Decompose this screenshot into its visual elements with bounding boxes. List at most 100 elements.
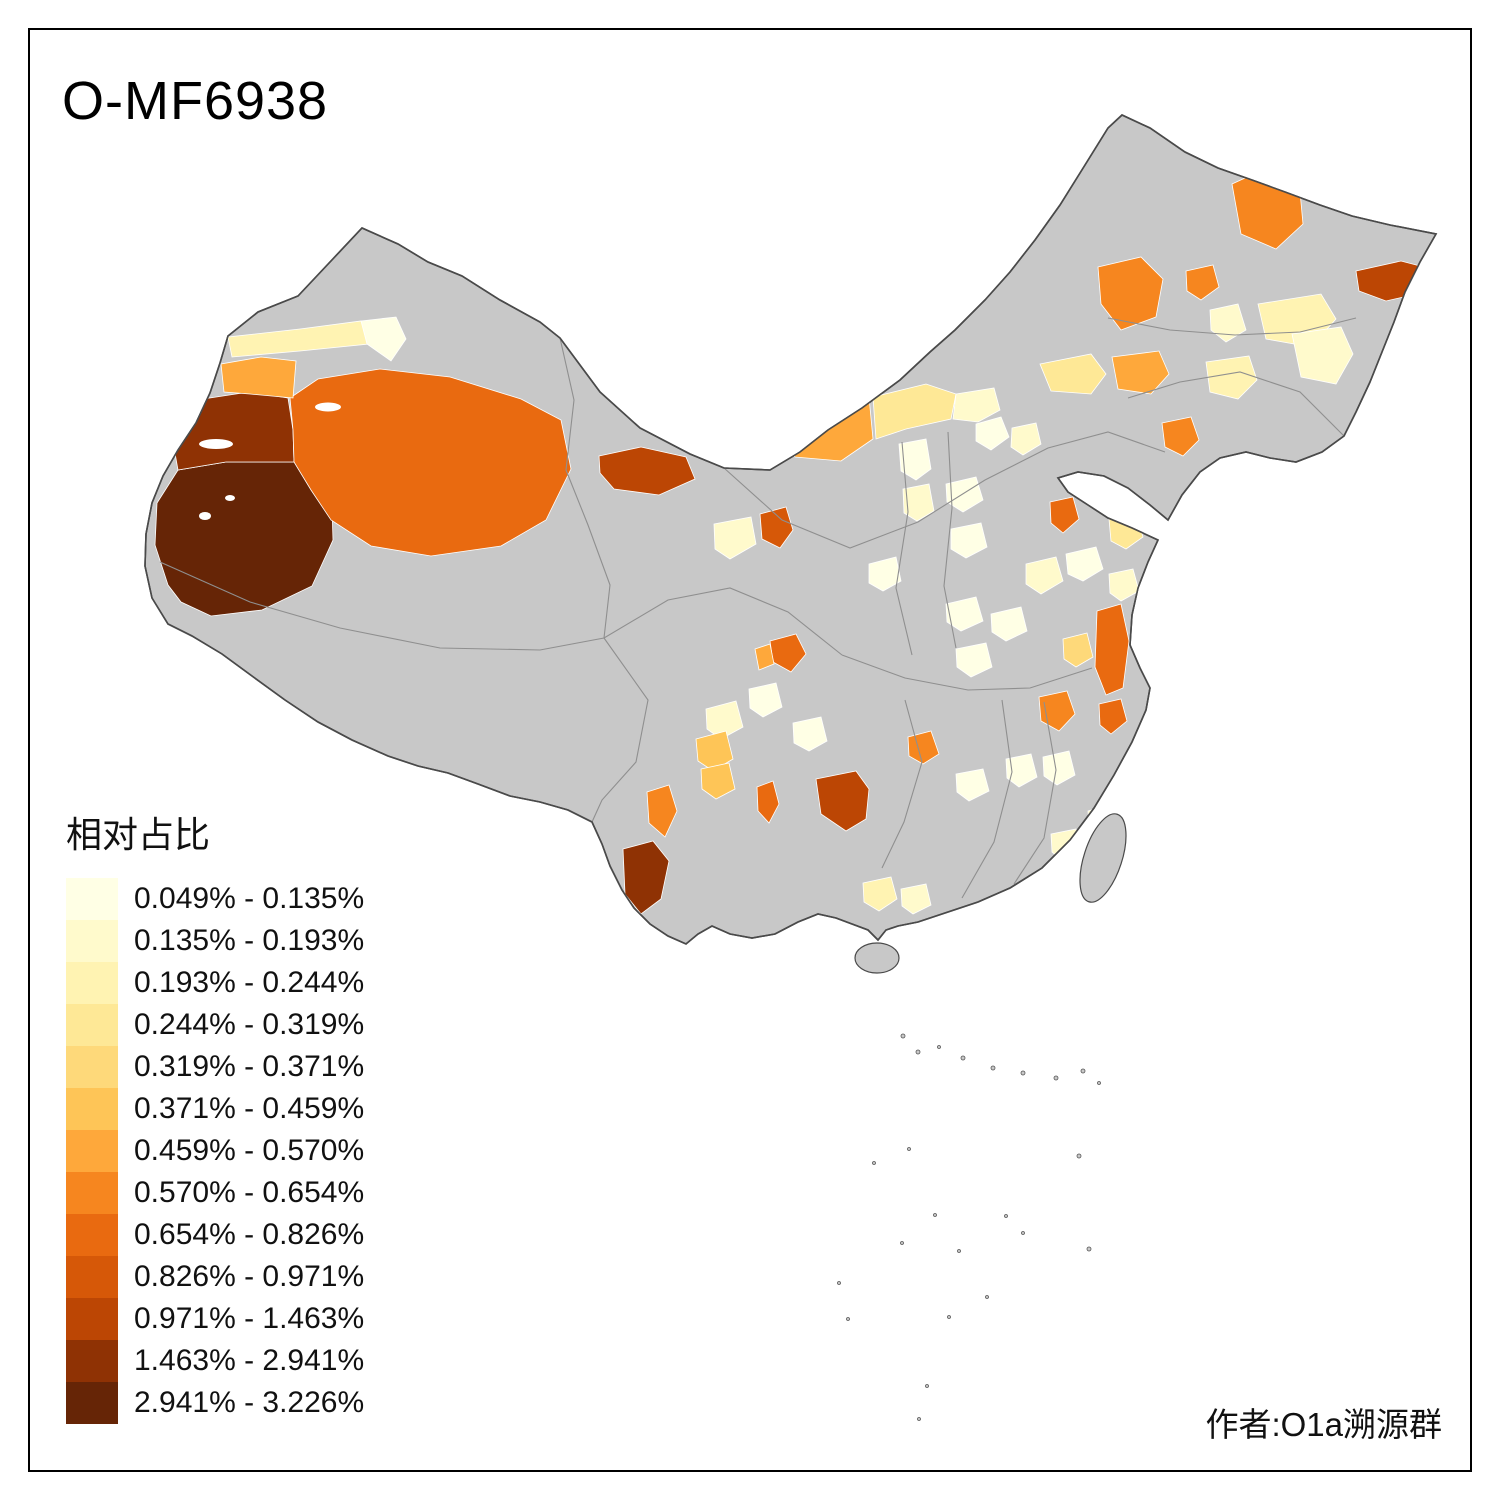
legend-swatch	[66, 1004, 118, 1046]
map-region-altay-pale	[360, 316, 407, 362]
legend-row: 0.135% - 0.193%	[66, 920, 364, 962]
legend-row: 0.971% - 1.463%	[66, 1298, 364, 1340]
legend-label: 0.049% - 0.135%	[134, 882, 365, 915]
map-region-henan-cream-1	[945, 596, 984, 632]
map-region-bayingol	[289, 368, 572, 557]
legend-row: 0.049% - 0.135%	[66, 878, 364, 920]
legend-label: 0.826% - 0.971%	[134, 1260, 365, 1293]
lake-1	[199, 439, 233, 449]
page-title: O-MF6938	[62, 71, 329, 131]
legend-label: 2.941% - 3.226%	[134, 1386, 365, 1419]
map-region-baotou-pale	[872, 383, 957, 440]
map-region-chifeng-cream	[1010, 422, 1042, 456]
legend-label: 0.319% - 0.371%	[134, 1050, 365, 1083]
map-region-shandong-pale-2	[1065, 546, 1104, 582]
legend-row: 0.193% - 0.244%	[66, 962, 364, 1004]
legend-swatch	[66, 1340, 118, 1382]
legend-swatch	[66, 878, 118, 920]
map-region-hunan-cream-1	[955, 768, 990, 802]
map-region-sichuan-pale-1	[705, 700, 744, 740]
legend-swatch	[66, 1298, 118, 1340]
map-region-hebei-cream-1	[945, 476, 984, 513]
legend-row: 1.463% - 2.941%	[66, 1340, 364, 1382]
map-region-linyi-orange	[1094, 603, 1130, 696]
map-region-liaoyuan-pale	[1205, 355, 1258, 400]
map-region-chengdu-slim	[756, 780, 780, 824]
map-region-shanxi-pale-2	[902, 483, 935, 522]
legend-row: 0.244% - 0.319%	[66, 1004, 364, 1046]
legend-label: 1.463% - 2.941%	[134, 1344, 365, 1377]
legend-row: 0.570% - 0.654%	[66, 1172, 364, 1214]
legend-label: 0.459% - 0.570%	[134, 1134, 365, 1167]
map-region-shanxi-pale-1	[898, 438, 932, 481]
south-china-sea-islets	[837, 1033, 1101, 1421]
map-region-yaan-lightorange	[700, 762, 736, 800]
legend-swatch	[66, 1046, 118, 1088]
map-region-sichuan-pale-2	[748, 682, 783, 718]
legend-row: 0.826% - 0.971%	[66, 1256, 364, 1298]
legend-row: 0.459% - 0.570%	[66, 1130, 364, 1172]
map-region-hunan-cream-2	[1005, 753, 1038, 788]
legend-label: 0.570% - 0.654%	[134, 1176, 365, 1209]
legend-row: 0.319% - 0.371%	[66, 1046, 364, 1088]
legend-swatch	[66, 920, 118, 962]
legend-row: 0.654% - 0.826%	[66, 1214, 364, 1256]
map-region-jiangxi-cream	[1042, 750, 1076, 786]
hainan-island	[854, 942, 900, 974]
lake-2	[315, 402, 341, 412]
legend-label: 0.971% - 1.463%	[134, 1302, 365, 1335]
legend-rows: 0.049% - 0.135% 0.135% - 0.193% 0.193% - 0…	[66, 878, 364, 1424]
legend-label: 0.135% - 0.193%	[134, 924, 365, 957]
map-region-hohhot-cream	[952, 387, 1001, 423]
legend-label: 0.371% - 0.459%	[134, 1092, 365, 1125]
map-region-nanning-pale	[862, 876, 898, 912]
map-region-guiyang-dark	[815, 770, 870, 832]
province-borders	[159, 317, 1357, 899]
map-region-wuhan-orange	[1038, 690, 1076, 732]
plot-border	[28, 28, 1472, 1472]
map-region-shaanxi-cream	[868, 556, 902, 592]
legend-swatch	[66, 1256, 118, 1298]
legend: 相对占比 0.049% - 0.135% 0.135% - 0.193% 0.193…	[66, 806, 364, 1424]
legend-title: 相对占比	[66, 814, 211, 855]
map-region-puer-orange	[646, 784, 678, 838]
map-region-xilingol-pale	[1039, 353, 1107, 395]
map-region-suihua-orange	[1185, 264, 1220, 301]
map-region-hulunbuir-orange	[1097, 256, 1164, 331]
legend-label: 0.654% - 0.826%	[134, 1218, 365, 1251]
map-region-chengde-cream	[975, 416, 1010, 451]
map-region-henan-cream-3	[955, 642, 993, 678]
legend-swatch	[66, 1214, 118, 1256]
map-region-tongliao-orange	[1111, 350, 1170, 395]
map-region-wuzhou-pale	[900, 883, 932, 915]
legend-swatch	[66, 1382, 118, 1424]
prefecture-patches	[154, 166, 1436, 915]
map-region-hebei-cream-2	[950, 522, 988, 559]
taiwan-island	[1079, 813, 1127, 903]
lake-4	[225, 495, 235, 501]
map-region-xuzhou-pale	[1062, 632, 1094, 668]
legend-row: 2.941% - 3.226%	[66, 1382, 364, 1424]
legend-row: 0.371% - 0.459%	[66, 1088, 364, 1130]
lake-3	[199, 512, 211, 520]
map-region-wuwei	[759, 506, 794, 549]
map-region-qiqihar-pale	[1209, 303, 1247, 343]
map-region-yanzhou-cream	[1108, 568, 1140, 602]
legend-swatch	[66, 1130, 118, 1172]
legend-swatch	[66, 1172, 118, 1214]
map-region-gannan-orange-2	[754, 643, 775, 671]
map-region-chongqing-cream	[792, 716, 828, 752]
attribution-text: 作者:O1a溯源群	[1205, 1406, 1442, 1443]
map-region-shandong-pale-1	[1025, 556, 1064, 595]
lakes	[199, 402, 341, 520]
legend-label: 0.193% - 0.244%	[134, 966, 365, 999]
map-region-zhangye-pale	[713, 516, 757, 560]
map-region-anqing-orange	[1098, 698, 1128, 735]
map-region-ili	[220, 356, 297, 399]
legend-swatch	[66, 962, 118, 1004]
legend-label: 0.244% - 0.319%	[134, 1008, 365, 1041]
map-region-beijing-orange	[1049, 496, 1080, 534]
legend-swatch	[66, 1088, 118, 1130]
map-region-dandong-orange	[1161, 416, 1200, 457]
